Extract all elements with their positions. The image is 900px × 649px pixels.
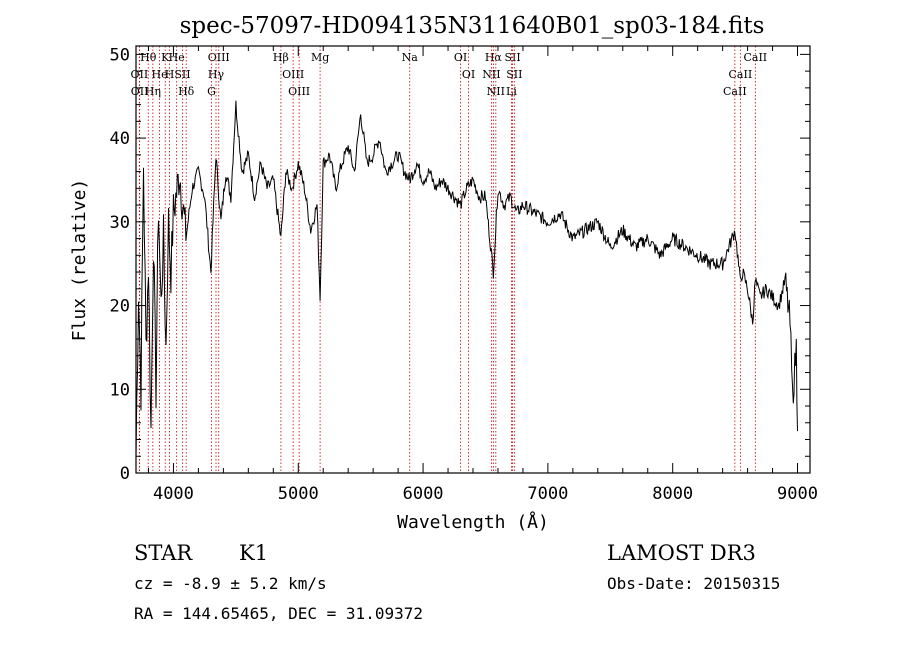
y-axis-ticks: 0 10 20 30 40 50 — [110, 45, 810, 484]
line-label-hγ: Hγ — [208, 68, 225, 81]
line-label-h: H — [165, 68, 175, 81]
cz-value: cz = -8.9 ± 5.2 km/s — [134, 574, 327, 593]
line-label-caii: CaII — [743, 51, 767, 64]
line-label-nii: NII — [487, 85, 505, 98]
line-label-he: He — [169, 51, 185, 64]
line-label-sii: SII — [174, 68, 190, 81]
line-label-nii: NII — [482, 68, 500, 81]
line-label-sii: SII — [504, 51, 520, 64]
y-tick-label: 40 — [110, 129, 130, 149]
line-label-hη: Hη — [145, 85, 161, 98]
flux-line — [135, 100, 798, 457]
survey-name: LAMOST DR3 — [607, 541, 756, 565]
x-tick-label: 6000 — [403, 484, 444, 504]
line-label-hβ: Hβ — [273, 51, 289, 64]
line-label-g: G — [207, 85, 216, 98]
x-axis-label: Wavelength (Å) — [397, 511, 549, 533]
line-label-oii: OII — [131, 85, 149, 98]
y-tick-label: 0 — [120, 464, 130, 484]
x-tick-label: 9000 — [777, 484, 818, 504]
x-tick-label: 8000 — [652, 484, 693, 504]
spectral-line-markers: HθOIIOIIHeHηKHHeSIIHδOIIIHγGHβOIIIOIIIMg… — [131, 46, 767, 473]
line-label-oiii: OIII — [282, 68, 304, 81]
y-tick-label: 10 — [110, 380, 130, 400]
line-label-oi: OI — [454, 51, 467, 64]
line-label-oiii: OIII — [288, 85, 310, 98]
y-axis-label: Flux (relative) — [69, 179, 90, 342]
line-label-hθ: Hθ — [140, 51, 157, 64]
object-subclass: K1 — [239, 541, 268, 565]
x-tick-label: 5000 — [278, 484, 319, 504]
object-class: STAR — [134, 541, 193, 565]
chart-title: spec-57097-HD094135N311640B01_sp03-184.f… — [180, 13, 765, 39]
x-axis-ticks: 4000 5000 6000 7000 8000 9000 — [147, 46, 818, 504]
line-label-oi: OI — [462, 68, 475, 81]
x-tick-label: 7000 — [527, 484, 568, 504]
line-label-na: Na — [402, 51, 419, 64]
x-tick-label: 4000 — [153, 484, 194, 504]
obs-date: Obs-Date: 20150315 — [607, 574, 780, 593]
line-label-caii: CaII — [723, 85, 747, 98]
line-label-hδ: Hδ — [178, 85, 195, 98]
y-tick-label: 20 — [110, 297, 130, 317]
line-label-caii: CaII — [729, 68, 753, 81]
line-label-sii: SII — [506, 68, 522, 81]
line-label-li: Li — [506, 85, 517, 98]
flux-series — [135, 100, 798, 457]
line-label-hα: Hα — [485, 51, 503, 64]
y-tick-label: 50 — [110, 45, 130, 65]
line-label-he: He — [152, 68, 168, 81]
line-label-k: K — [161, 51, 170, 64]
line-label-mg: Mg — [311, 51, 329, 64]
y-tick-label: 30 — [110, 213, 130, 233]
line-label-oiii: OIII — [208, 51, 230, 64]
ra-dec: RA = 144.65465, DEC = 31.09372 — [134, 604, 423, 623]
